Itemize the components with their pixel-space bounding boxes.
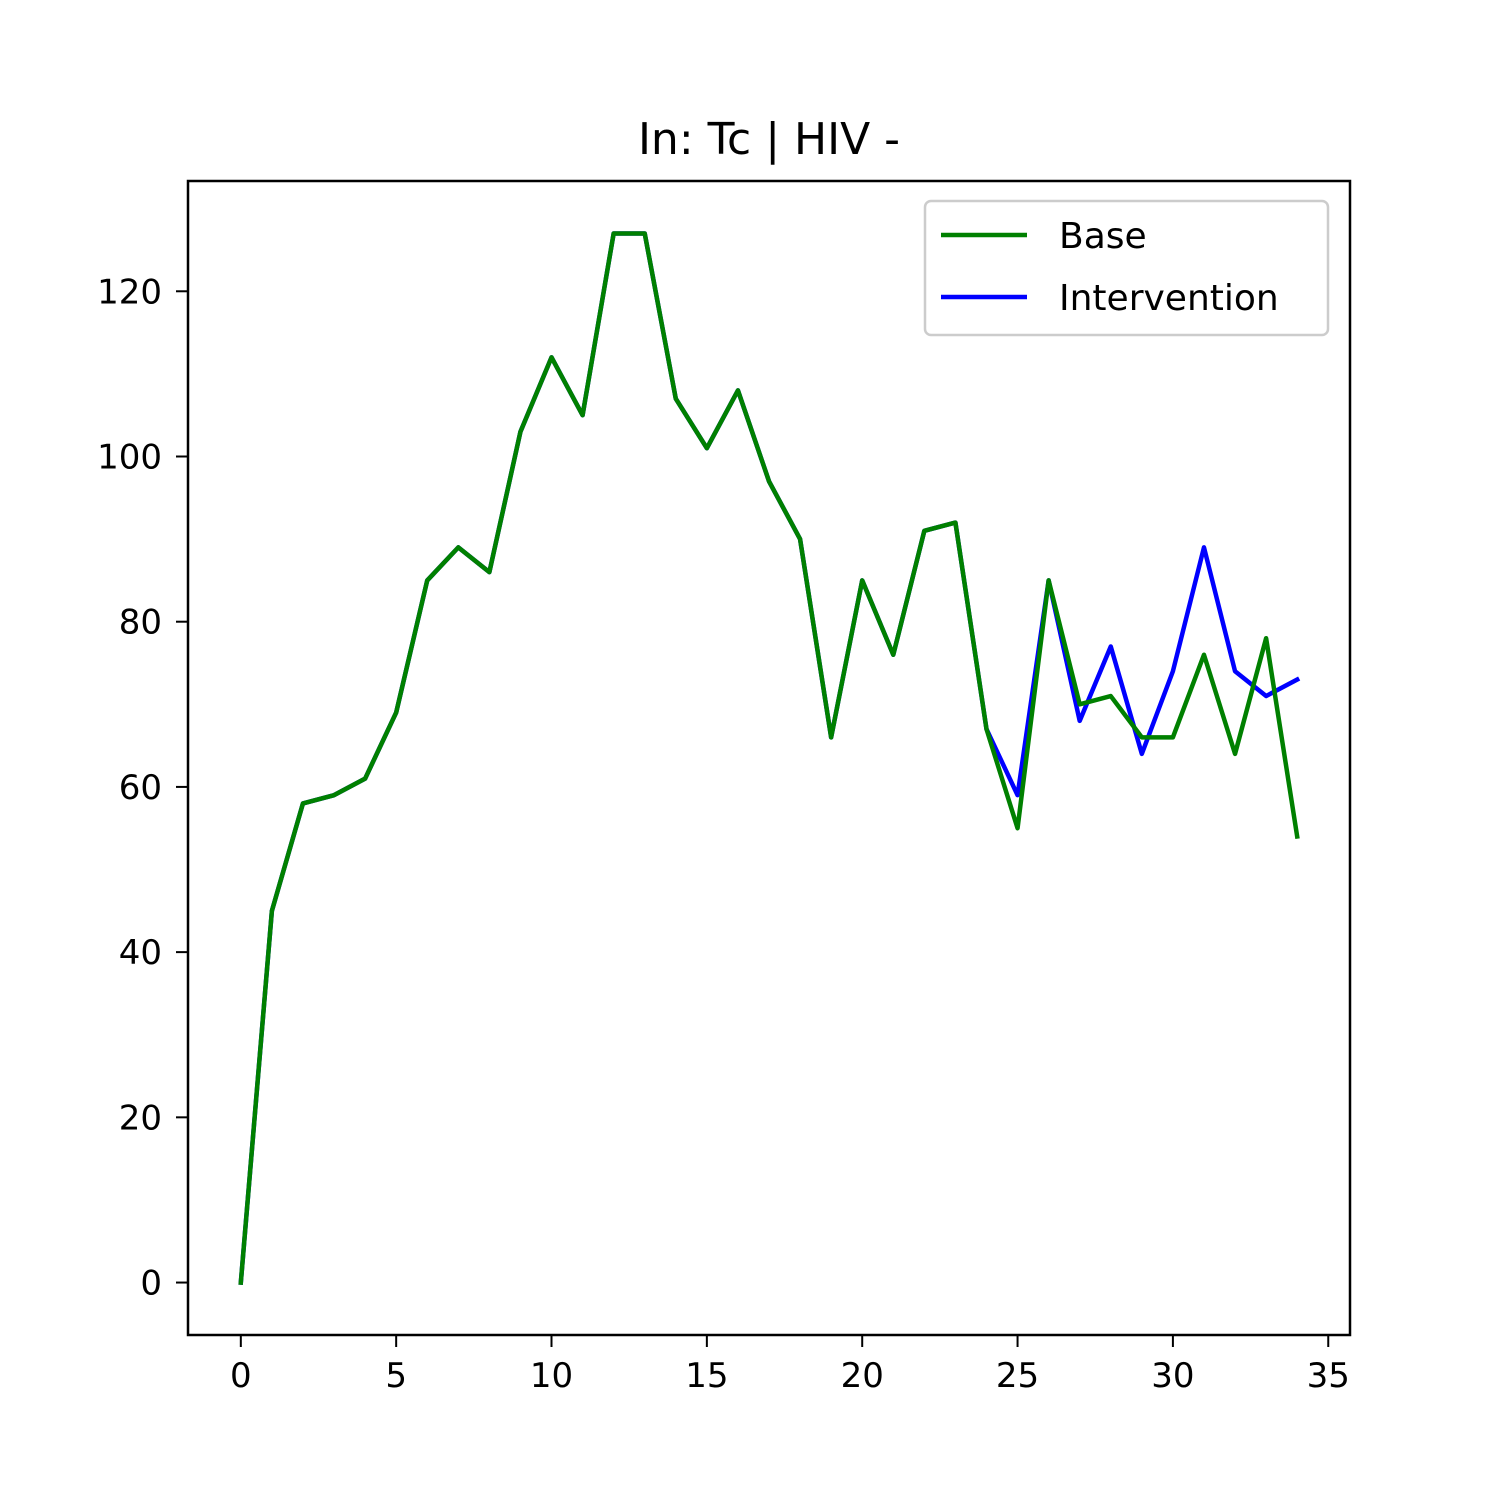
x-axis: 0 5 10 15 20 25 30 35: [230, 1335, 1350, 1396]
y-tick-label: 40: [119, 933, 162, 973]
x-tick-label: 10: [530, 1356, 573, 1396]
series-layer: [238, 231, 1301, 1285]
plot-frame: [186, 179, 1352, 1337]
y-tick-label: 100: [97, 437, 162, 477]
series-line-base: [238, 231, 1300, 1285]
x-tick-label: 35: [1307, 1356, 1350, 1396]
x-tick-label: 5: [385, 1356, 407, 1396]
y-tick-label: 120: [97, 272, 162, 312]
y-axis: 0 20 40 60 80 100 120: [97, 272, 188, 1304]
x-tick-label: 20: [841, 1356, 884, 1396]
chart-title: In: Tc | HIV -: [638, 114, 900, 165]
x-tick-label: 0: [230, 1356, 252, 1396]
x-tick-label: 25: [996, 1356, 1039, 1396]
x-tick-label: 30: [1151, 1356, 1194, 1396]
legend-label-intervention: Intervention: [1059, 278, 1279, 319]
legend: Base Intervention: [923, 199, 1330, 337]
x-tick-label: 15: [685, 1356, 728, 1396]
y-tick-label: 0: [140, 1264, 162, 1304]
y-tick-label: 20: [119, 1098, 162, 1138]
legend-label-base: Base: [1059, 216, 1147, 257]
y-tick-label: 60: [119, 768, 162, 808]
y-tick-label: 80: [119, 603, 162, 643]
